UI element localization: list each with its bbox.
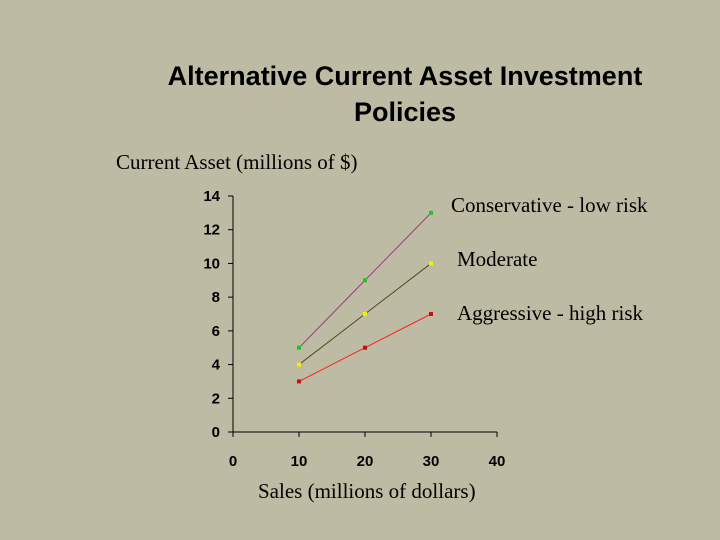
chart-title-line-2: Policies — [353, 97, 457, 127]
x-axis-label: Sales (millions of dollars) — [258, 479, 476, 503]
y-tick-label: 6 — [212, 323, 220, 340]
data-point — [297, 379, 301, 384]
y-tick-label: 4 — [212, 357, 221, 374]
chart-title-line-1: Alternative Current Asset Investment — [167, 61, 643, 91]
data-point — [363, 345, 367, 350]
data-point — [297, 362, 301, 367]
legend-conservative: Conservative - low risk — [451, 193, 648, 217]
data-point — [363, 278, 367, 283]
y-tick-label: 14 — [203, 188, 220, 205]
legend-aggressive: Aggressive - high risk — [457, 301, 644, 325]
x-tick-label: 30 — [423, 453, 440, 470]
data-point — [297, 345, 301, 350]
legend-moderate: Moderate — [457, 247, 538, 271]
x-tick-label: 20 — [357, 453, 374, 470]
y-tick-label: 0 — [212, 424, 220, 441]
y-tick-label: 10 — [203, 255, 220, 272]
data-point — [363, 312, 367, 316]
chart-title: Alternative Current Asset Investment Pol… — [110, 58, 700, 130]
x-tick-label: 10 — [291, 453, 308, 470]
x-tick-label: 0 — [229, 453, 237, 470]
data-point — [429, 261, 433, 266]
y-tick-label: 2 — [212, 390, 220, 407]
y-tick-label: 8 — [212, 289, 220, 306]
x-tick-label: 40 — [489, 453, 506, 470]
y-axis-label: Current Asset (millions of $) — [116, 150, 358, 174]
data-point — [429, 210, 433, 215]
y-tick-label: 12 — [203, 222, 220, 239]
data-point — [429, 312, 433, 316]
